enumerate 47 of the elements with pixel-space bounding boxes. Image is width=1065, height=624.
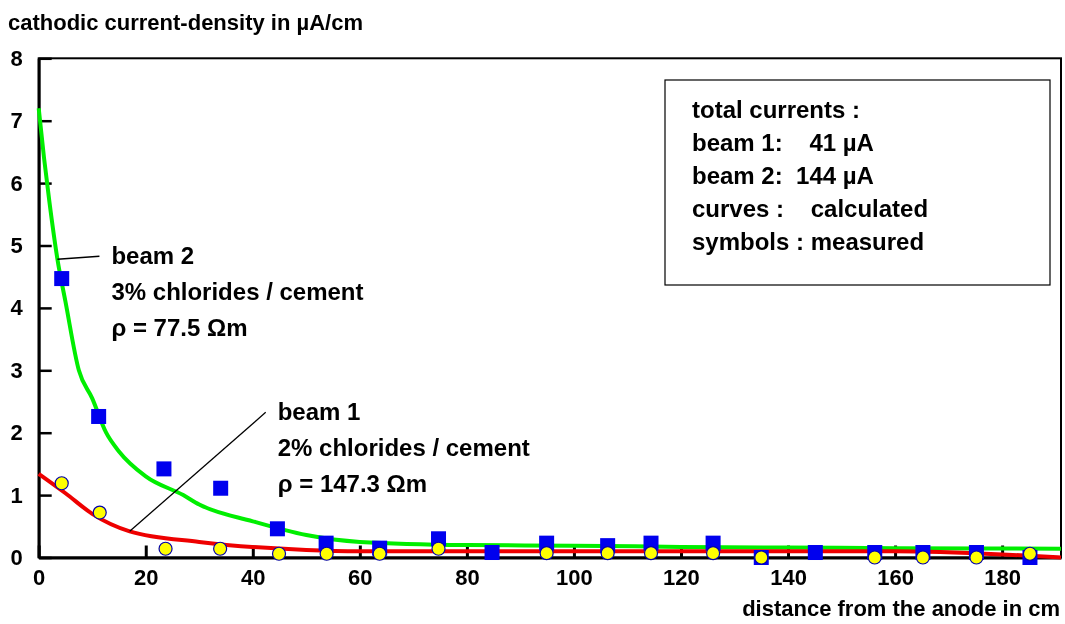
x-tick-label: 60 — [348, 565, 373, 591]
x-tick-label: 160 — [877, 565, 914, 591]
annotation: beam 2 3% chlorides / cement ρ = 77.5 Ωm — [111, 242, 364, 342]
point — [213, 480, 229, 496]
annotation: beam 1 2% chlorides / cement ρ = 147.3 Ωm — [277, 398, 530, 498]
point — [1022, 546, 1038, 561]
x-tick-label: 120 — [663, 565, 700, 591]
point — [643, 546, 659, 561]
point — [969, 550, 984, 565]
point — [807, 545, 823, 561]
x-axis-title: distance from the anode in cm — [742, 596, 1060, 621]
x-tick-label: 40 — [241, 565, 266, 591]
point — [319, 546, 334, 561]
point — [91, 408, 107, 424]
chart-title: cathodic current-density in µA/cm — [8, 10, 363, 35]
x-tick-label: 140 — [770, 565, 807, 591]
x-tick-label: 180 — [984, 565, 1021, 591]
y-tick-label: 3 — [10, 357, 23, 383]
y-tick-label: 0 — [10, 545, 23, 571]
point — [271, 546, 287, 561]
point — [706, 546, 721, 561]
annotation: total currents : beam 1: 41 µA beam 2: 144 µA curves : calculated symbols : measured — [692, 96, 929, 255]
x-tick-label: 0 — [33, 565, 46, 591]
x-tick-label: 20 — [134, 565, 159, 591]
point — [213, 541, 228, 556]
y-tick-label: 7 — [10, 108, 23, 134]
x-tick-label: 80 — [455, 565, 480, 591]
y-tick-label: 2 — [10, 420, 23, 446]
y-tick-label: 5 — [10, 233, 23, 259]
point — [269, 521, 285, 537]
point — [600, 546, 615, 561]
point — [484, 545, 500, 561]
point — [92, 505, 107, 520]
y-tick-label: 6 — [10, 170, 23, 196]
y-tick-label: 1 — [10, 482, 23, 508]
point — [867, 550, 882, 565]
point — [915, 550, 931, 565]
point — [156, 461, 172, 477]
point — [54, 476, 69, 491]
point — [431, 541, 446, 556]
x-tick-label: 100 — [556, 565, 593, 591]
point — [54, 271, 70, 287]
point — [158, 541, 173, 556]
y-tick-label: 8 — [10, 45, 23, 71]
point — [539, 546, 554, 561]
y-tick-label: 4 — [10, 295, 24, 321]
point — [372, 546, 387, 561]
